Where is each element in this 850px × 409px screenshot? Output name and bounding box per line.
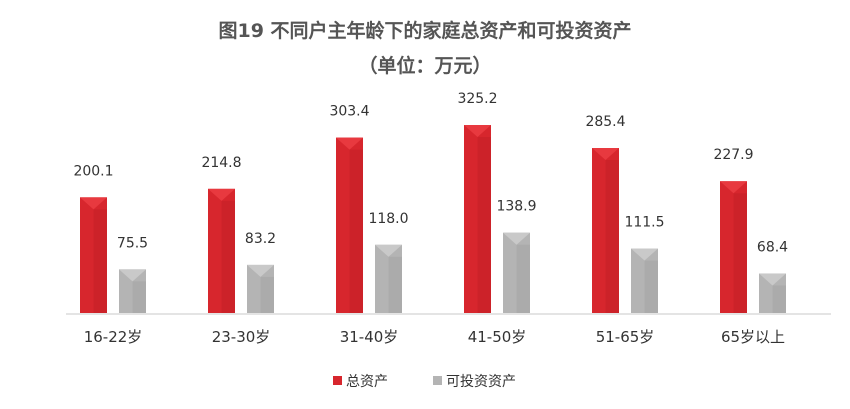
total-assets-bar (336, 137, 363, 313)
bar-body (503, 232, 530, 313)
bar-cap-highlight (464, 125, 491, 137)
investable-assets-bar (247, 264, 274, 313)
data-label: 68.4 (757, 239, 788, 255)
x-tick-label: 23-30岁 (212, 328, 271, 346)
investable-assets-bar (375, 244, 402, 313)
total-assets-bar (720, 181, 747, 313)
bar-body (336, 137, 363, 313)
x-tick-label: 31-40岁 (340, 328, 399, 346)
legend: 总资产 可投资资产 (333, 374, 516, 390)
data-label: 214.8 (201, 155, 241, 171)
bar-body (720, 181, 747, 313)
bar-cap-highlight (80, 197, 107, 210)
bar-cap-highlight (631, 248, 658, 261)
bar-shade (733, 193, 747, 313)
bar-shade (477, 137, 491, 313)
x-tick-label: 16-22岁 (84, 328, 143, 346)
data-label: 303.4 (329, 104, 369, 120)
bar-cap-highlight (119, 269, 146, 282)
data-label: 285.4 (585, 114, 625, 130)
legend-swatch (433, 376, 442, 385)
bar-shade (349, 149, 363, 313)
bar-cap-highlight (375, 244, 402, 257)
total-assets-bar (80, 197, 107, 313)
legend-label: 总资产 (346, 374, 388, 390)
legend-label: 可投资资产 (446, 374, 516, 390)
data-label: 200.1 (73, 163, 113, 179)
data-label: 227.9 (713, 147, 753, 163)
bar-cap-highlight (336, 137, 363, 150)
data-label: 75.5 (117, 235, 148, 251)
bar-shade (605, 160, 619, 313)
bar-shade (221, 200, 235, 313)
bar-cap-highlight (208, 188, 235, 201)
data-label: 111.5 (624, 215, 664, 231)
bar-shade (388, 256, 402, 313)
x-tick-label: 65岁以上 (721, 328, 785, 346)
chart-title: 图19 不同户主年龄下的家庭总资产和可投资资产 (218, 19, 631, 42)
legend-swatch (333, 376, 342, 385)
investable-assets-bar (759, 273, 786, 313)
x-tick-label: 41-50岁 (468, 328, 527, 346)
investable-assets-bar (631, 248, 658, 313)
bar-cap-highlight (759, 273, 786, 286)
investable-assets-bar (119, 269, 146, 313)
data-label: 118.0 (368, 211, 408, 227)
x-tick-label: 51-65岁 (596, 328, 655, 346)
data-label: 83.2 (245, 231, 276, 247)
bar-shade (93, 209, 107, 313)
data-label: 325.2 (457, 91, 497, 107)
labels-layer: 200.1 75.5 16-22岁 214.8 83.2 23-30岁 303.4 118.0… (73, 91, 788, 346)
total-assets-bar (592, 148, 619, 313)
bar-shade (260, 276, 274, 313)
bar-cap-highlight (247, 264, 274, 277)
bar-cap-highlight (592, 148, 619, 161)
bar-body (592, 148, 619, 313)
bar-body (464, 125, 491, 313)
bar-cap-highlight (503, 232, 530, 245)
total-assets-bar (464, 125, 491, 313)
bars-layer (80, 125, 786, 313)
bar-shade (644, 260, 658, 313)
chart-subtitle: （单位：万元） (358, 54, 491, 77)
total-assets-bar (208, 188, 235, 313)
investable-assets-bar (503, 232, 530, 313)
bar-shade (772, 285, 786, 313)
data-label: 138.9 (496, 199, 536, 215)
bar-cap-highlight (720, 181, 747, 194)
bar-body (80, 197, 107, 313)
bar-body (208, 188, 235, 313)
bar-shade (516, 244, 530, 313)
bar-shade (132, 281, 146, 313)
